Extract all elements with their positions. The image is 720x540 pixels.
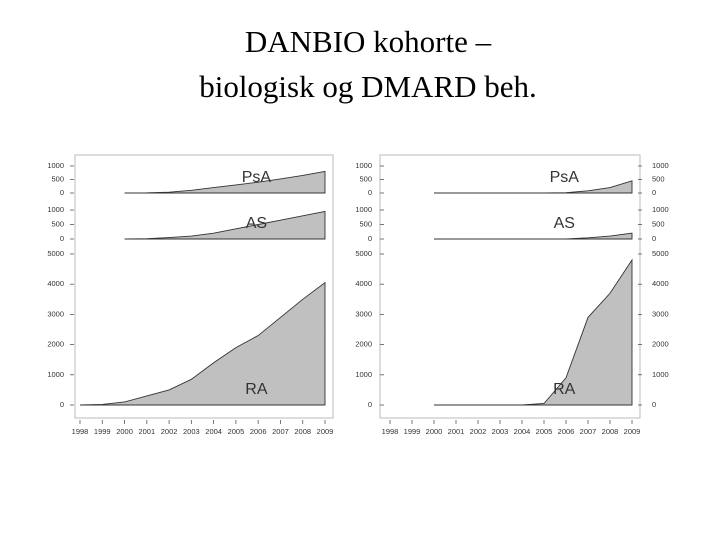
y-tick-label: 3000 <box>47 309 64 318</box>
y-tick-label: 1000 <box>355 161 372 170</box>
x-tick-label: 2007 <box>272 427 289 436</box>
panel-label: PsA <box>550 169 580 186</box>
panel-label: PsA <box>242 169 272 186</box>
y-tick-label: 0 <box>652 400 656 409</box>
area <box>434 180 633 194</box>
x-tick-label: 2005 <box>228 427 245 436</box>
area <box>79 281 326 406</box>
y-tick-label: 0 <box>60 188 64 197</box>
y-tick-label: 1000 <box>355 370 372 379</box>
y-tick-label: 0 <box>652 234 656 243</box>
x-tick-label: 2002 <box>161 427 178 436</box>
y-tick-label: 5000 <box>652 249 669 258</box>
x-tick-label: 1998 <box>72 427 89 436</box>
y-tick-label: 3000 <box>652 309 669 318</box>
x-tick-label: 2000 <box>116 427 133 436</box>
x-tick-label: 2004 <box>514 427 531 436</box>
panel-label: RA <box>245 381 268 398</box>
title-line: biologisk og DMARD beh. <box>199 69 537 104</box>
y-tick-label: 4000 <box>652 279 669 288</box>
x-tick-label: 1999 <box>404 427 421 436</box>
x-tick-label: 2008 <box>602 427 619 436</box>
y-tick-label: 3000 <box>355 309 372 318</box>
y-tick-label: 1000 <box>47 370 64 379</box>
area <box>434 232 633 240</box>
area <box>124 170 326 194</box>
x-tick-label: 2003 <box>183 427 200 436</box>
y-tick-label: 0 <box>368 400 372 409</box>
y-tick-label: 2000 <box>652 340 669 349</box>
y-tick-label: 0 <box>368 234 372 243</box>
x-tick-label: 2001 <box>448 427 465 436</box>
x-tick-label: 2001 <box>138 427 155 436</box>
x-tick-label: 1999 <box>94 427 111 436</box>
x-tick-label: 2008 <box>294 427 311 436</box>
x-tick-label: 1998 <box>382 427 399 436</box>
x-tick-label: 2000 <box>426 427 443 436</box>
y-tick-label: 500 <box>652 219 665 228</box>
title-line: DANBIO kohorte – <box>245 24 492 59</box>
y-tick-label: 1000 <box>47 161 64 170</box>
y-tick-label: 1000 <box>652 205 669 214</box>
y-tick-label: 0 <box>368 188 372 197</box>
y-tick-label: 5000 <box>47 249 64 258</box>
y-tick-label: 1000 <box>652 161 669 170</box>
y-tick-label: 500 <box>359 174 372 183</box>
x-tick-label: 2006 <box>558 427 575 436</box>
y-tick-label: 2000 <box>47 340 64 349</box>
x-tick-label: 2003 <box>492 427 509 436</box>
panel-frame <box>74 154 334 419</box>
y-tick-label: 1000 <box>355 205 372 214</box>
x-tick-label: 2009 <box>624 427 641 436</box>
panel-label: AS <box>554 215 575 232</box>
y-tick-label: 4000 <box>355 279 372 288</box>
y-tick-label: 2000 <box>355 340 372 349</box>
y-tick-label: 0 <box>652 188 656 197</box>
y-tick-label: 0 <box>60 400 64 409</box>
y-tick-label: 5000 <box>355 249 372 258</box>
x-tick-label: 2009 <box>317 427 334 436</box>
y-tick-label: 0 <box>60 234 64 243</box>
x-tick-label: 2004 <box>205 427 222 436</box>
y-tick-label: 1000 <box>47 205 64 214</box>
y-tick-label: 1000 <box>652 370 669 379</box>
area <box>434 258 633 406</box>
x-tick-label: 2006 <box>250 427 267 436</box>
y-tick-label: 500 <box>51 219 64 228</box>
panel-label: AS <box>246 215 267 232</box>
y-tick-label: 4000 <box>47 279 64 288</box>
panel-frame <box>379 154 641 419</box>
x-tick-label: 2005 <box>536 427 553 436</box>
x-tick-label: 2007 <box>580 427 597 436</box>
y-tick-label: 500 <box>51 174 64 183</box>
y-tick-label: 500 <box>652 174 665 183</box>
panel-label: RA <box>553 381 576 398</box>
area <box>124 210 326 240</box>
y-tick-label: 500 <box>359 219 372 228</box>
x-tick-label: 2002 <box>470 427 487 436</box>
